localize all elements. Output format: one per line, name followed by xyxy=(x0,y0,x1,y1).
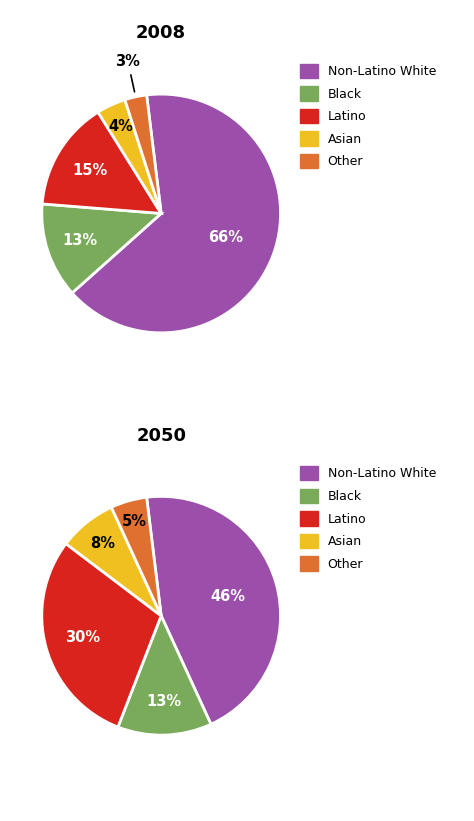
Text: 13%: 13% xyxy=(62,233,97,249)
Text: 4%: 4% xyxy=(109,119,134,135)
Wedge shape xyxy=(42,544,161,727)
Text: 46%: 46% xyxy=(210,589,245,604)
Wedge shape xyxy=(146,497,281,724)
Wedge shape xyxy=(125,95,161,213)
Wedge shape xyxy=(66,507,161,616)
Text: 5%: 5% xyxy=(122,514,147,529)
Title: 2050: 2050 xyxy=(136,427,186,445)
Wedge shape xyxy=(42,204,161,293)
Title: 2008: 2008 xyxy=(136,25,186,43)
Wedge shape xyxy=(42,112,161,213)
Wedge shape xyxy=(111,498,161,616)
Text: 66%: 66% xyxy=(209,231,244,245)
Legend: Non-Latino White, Black, Latino, Asian, Other: Non-Latino White, Black, Latino, Asian, … xyxy=(300,466,436,571)
Text: 3%: 3% xyxy=(116,54,140,92)
Wedge shape xyxy=(72,94,281,333)
Text: 8%: 8% xyxy=(91,535,115,551)
Wedge shape xyxy=(98,99,161,213)
Legend: Non-Latino White, Black, Latino, Asian, Other: Non-Latino White, Black, Latino, Asian, … xyxy=(300,64,436,168)
Text: 13%: 13% xyxy=(146,695,181,709)
Wedge shape xyxy=(118,616,211,735)
Text: 30%: 30% xyxy=(65,631,100,645)
Text: 15%: 15% xyxy=(72,163,108,177)
